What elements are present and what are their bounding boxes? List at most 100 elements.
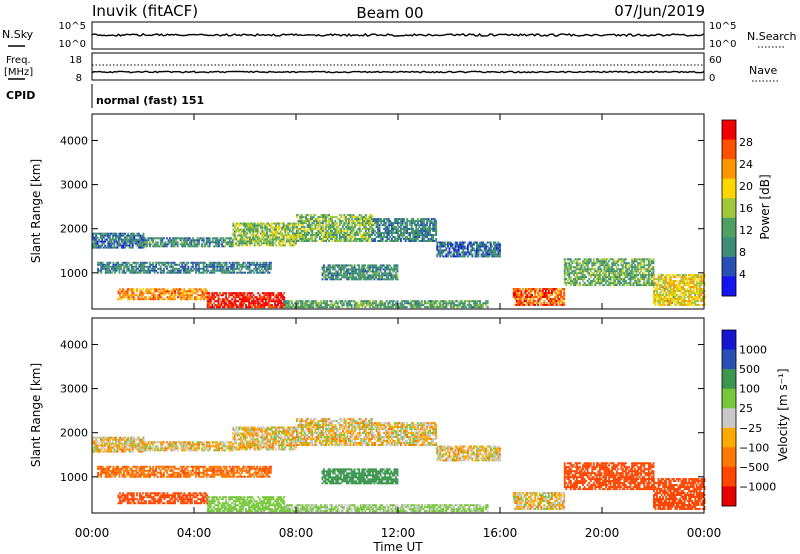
data-cell xyxy=(387,234,390,236)
data-cell xyxy=(390,306,393,309)
data-cell xyxy=(102,240,105,243)
data-cell xyxy=(181,292,184,295)
data-cell xyxy=(400,220,402,223)
data-cell xyxy=(253,222,256,225)
data-cell xyxy=(325,224,328,227)
data-cell xyxy=(288,228,291,231)
data-cell xyxy=(216,261,219,264)
data-cell xyxy=(591,266,594,269)
data-cell xyxy=(434,306,437,309)
data-cell xyxy=(600,268,603,271)
data-cell xyxy=(390,278,393,281)
data-cell xyxy=(349,228,352,230)
data-cell xyxy=(101,236,104,239)
data-cell xyxy=(241,236,244,239)
data-cell xyxy=(133,238,136,241)
data-cell xyxy=(240,300,243,303)
data-cell xyxy=(135,265,138,268)
data-cell xyxy=(118,242,120,245)
data-cell xyxy=(274,304,277,307)
data-cell xyxy=(440,300,443,303)
data-cell xyxy=(178,294,181,297)
data-cell xyxy=(416,302,419,305)
data-cell xyxy=(222,294,224,297)
data-cell xyxy=(672,290,675,292)
data-cell xyxy=(328,214,331,217)
data-cell xyxy=(358,264,361,267)
data-cell xyxy=(192,263,194,266)
data-cell xyxy=(367,300,370,303)
data-cell xyxy=(352,268,355,271)
data-cell xyxy=(181,265,184,268)
data-cell xyxy=(187,288,190,291)
data-cell xyxy=(603,274,606,277)
data-cell xyxy=(253,228,256,231)
data-cell xyxy=(468,306,471,309)
data-cell xyxy=(591,284,594,287)
data-cell xyxy=(526,303,529,306)
data-cell xyxy=(569,282,572,285)
data-cell xyxy=(244,226,247,229)
data-cell xyxy=(324,300,327,303)
data-cell xyxy=(600,270,603,273)
data-cell xyxy=(250,224,253,227)
data-cell xyxy=(435,238,438,240)
data-cell xyxy=(312,234,315,236)
data-cell xyxy=(419,232,422,234)
data-cell xyxy=(155,237,158,240)
data-cell xyxy=(659,294,662,296)
data-cell xyxy=(654,298,657,300)
data-cell xyxy=(675,280,678,283)
data-cell xyxy=(262,234,265,237)
data-cell xyxy=(401,306,404,309)
data-cell xyxy=(272,238,274,241)
data-cell xyxy=(489,253,492,256)
data-cell xyxy=(182,245,185,248)
data-cell xyxy=(306,302,309,305)
data-cell xyxy=(326,214,329,217)
data-cell xyxy=(360,238,363,240)
data-cell xyxy=(476,247,478,250)
data-cell xyxy=(138,271,141,274)
data-cell xyxy=(669,292,672,294)
data-cell xyxy=(675,303,678,306)
data-cell xyxy=(512,288,515,290)
data-cell xyxy=(278,244,281,247)
data-cell xyxy=(137,244,140,247)
data-cell xyxy=(296,240,298,242)
data-cell xyxy=(435,226,438,229)
data-cell xyxy=(652,282,655,285)
data-cell xyxy=(281,228,284,231)
data-cell xyxy=(152,245,155,248)
data-cell xyxy=(155,241,158,244)
data-cell xyxy=(540,301,543,304)
data-cell xyxy=(398,230,401,232)
data-cell xyxy=(432,228,435,230)
data-cell xyxy=(270,240,273,243)
data-cell xyxy=(387,222,390,225)
data-cell xyxy=(600,264,603,267)
data-cell xyxy=(352,278,355,281)
data-cell xyxy=(671,280,674,283)
data-cell xyxy=(95,244,98,247)
data-cell xyxy=(634,258,637,261)
data-cell xyxy=(300,230,303,232)
data-cell xyxy=(181,237,184,240)
data-cell xyxy=(193,239,196,242)
data-cell xyxy=(129,263,132,266)
data-cell xyxy=(252,298,255,301)
data-cell xyxy=(333,268,336,271)
data-cell xyxy=(689,296,692,298)
data-cell xyxy=(614,260,617,263)
data-cell xyxy=(228,239,231,242)
data-cell xyxy=(371,220,373,223)
data-cell xyxy=(182,243,185,246)
data-cell xyxy=(144,271,147,274)
data-cell xyxy=(225,304,228,307)
data-cell xyxy=(357,216,360,219)
data-cell xyxy=(355,272,358,275)
data-cell xyxy=(430,302,433,305)
data-cell xyxy=(275,222,278,225)
data-cell xyxy=(285,240,288,243)
data-cell xyxy=(135,261,138,264)
